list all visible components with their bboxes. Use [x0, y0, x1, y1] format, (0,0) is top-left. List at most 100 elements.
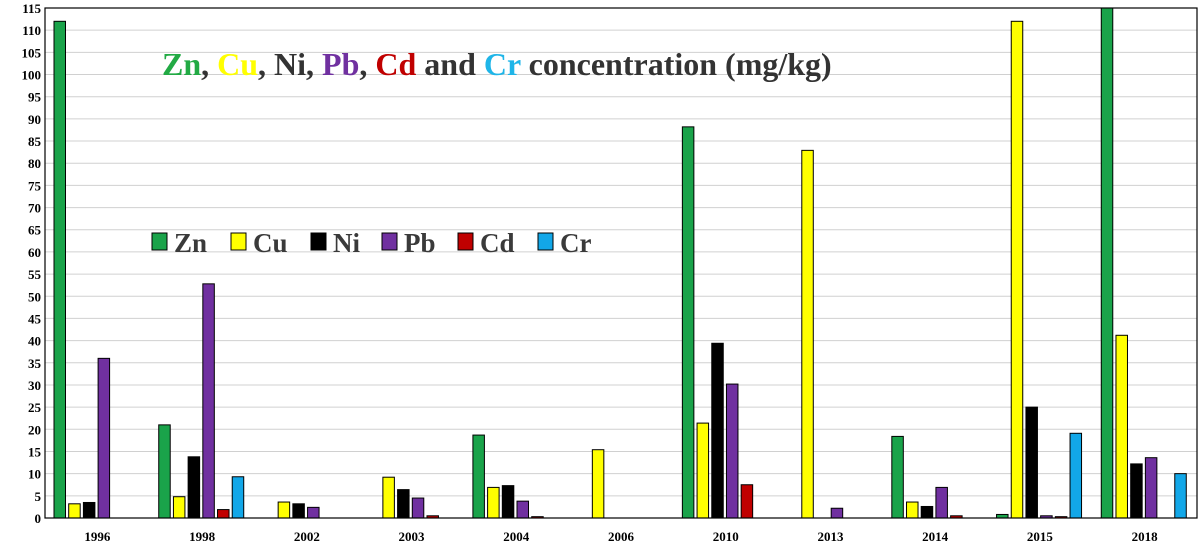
y-tick-labels: 0 5 10 15 20 25 30 35 40 45 50 55 60 65 70 75 80 85 90 95 10…: [22, 1, 42, 526]
bar-zn-1998: [158, 424, 171, 519]
x-tick-label: 2015: [1027, 529, 1054, 544]
legend-label: Cu: [253, 228, 288, 258]
bar-cu-2013: [801, 149, 814, 519]
title-segment: Zn: [162, 46, 201, 82]
legend: Zn Cu Ni Pb Cd Cr: [151, 228, 591, 258]
y-tick-label: 90: [28, 112, 41, 127]
y-tick-label: 65: [28, 223, 42, 238]
title-segment: concentration (mg/kg): [521, 46, 832, 82]
x-tick-labels: 1996 1998 2002 2003 2004 2006 2010 2013 2014 2015…: [84, 529, 1158, 544]
x-tick-label: 2004: [503, 529, 530, 544]
bar-zn-2018: [1100, 7, 1114, 519]
y-tick-label: 55: [28, 267, 42, 282]
bar-cu-2003: [382, 476, 395, 519]
y-tick-label: 5: [35, 489, 42, 504]
bar-cu-2014: [906, 501, 919, 519]
y-tick-label: 115: [22, 1, 41, 16]
title-segment: ,: [359, 46, 375, 82]
y-tick-label: 10: [28, 467, 41, 482]
plot-frame: [44, 7, 1198, 519]
bar-zn-1996: [53, 20, 66, 519]
legend-item-ni: Ni: [310, 228, 360, 258]
bar-pb-1998: [202, 283, 215, 519]
title-segment: Cd: [375, 46, 416, 82]
y-tick-label: 105: [22, 45, 42, 60]
title-segment: Pb: [322, 46, 359, 82]
legend-item-cu: Cu: [230, 228, 288, 258]
x-tick-label: 2018: [1132, 529, 1159, 544]
legend-label: Cr: [560, 228, 591, 258]
bar-ni-2002: [292, 503, 305, 519]
title-segment: Cu: [217, 46, 258, 82]
y-tick-label: 20: [28, 422, 41, 437]
y-tick-label: 110: [22, 23, 41, 38]
x-tick-label: 2010: [713, 529, 739, 544]
legend-item-zn: Zn: [151, 228, 207, 258]
y-tick-label: 100: [22, 68, 42, 83]
legend-item-pb: Pb: [381, 228, 436, 258]
bar-cu-2004: [487, 486, 500, 519]
y-tick-label: 75: [28, 178, 42, 193]
bar-pb-2010: [725, 383, 739, 519]
bar-cu-2006: [591, 449, 605, 519]
bar-pb-1996: [97, 357, 111, 519]
bar-cr-1998: [231, 476, 245, 519]
bar-ni-2003: [397, 489, 410, 519]
bar-ni-2010: [711, 342, 724, 519]
bar-cu-1998: [172, 496, 186, 519]
legend-swatch: [310, 232, 327, 251]
title-segment: ,: [201, 46, 217, 82]
y-tick-label: 70: [28, 201, 41, 216]
y-tick-label: 15: [28, 444, 42, 459]
legend-swatch: [230, 232, 247, 251]
bar-cu-2010: [696, 422, 710, 519]
bar-zn-2010: [681, 126, 695, 519]
title-segment: , Ni,: [258, 46, 322, 82]
y-tick-label: 25: [28, 400, 42, 415]
x-tick-label: 2006: [608, 529, 635, 544]
bar-cd-2010: [740, 484, 754, 519]
bar-ni-2015: [1025, 406, 1038, 519]
bar-cu-1996: [68, 503, 81, 519]
title-segment: and: [416, 46, 484, 82]
bar-ni-2014: [920, 505, 934, 519]
legend-item-cd: Cd: [457, 228, 515, 258]
legend-swatch: [381, 232, 398, 251]
bar-pb-2003: [411, 497, 425, 519]
axes: [44, 7, 1198, 519]
bar-pb-2004: [516, 500, 530, 519]
y-tick-label: 50: [28, 289, 41, 304]
bar-zn-2004: [472, 434, 485, 519]
bar-cr-2018: [1174, 473, 1187, 519]
bar-ni-1998: [187, 456, 201, 519]
bar-cu-2002: [277, 501, 291, 519]
bars: [53, 7, 1187, 519]
x-tick-label: 1996: [84, 529, 111, 544]
bar-ni-1996: [82, 501, 96, 519]
x-tick-label: 2013: [817, 529, 844, 544]
legend-swatch: [151, 232, 168, 251]
legend-label: Zn: [174, 228, 207, 258]
bar-ni-2004: [501, 485, 515, 519]
legend-label: Ni: [333, 228, 360, 258]
legend-swatch: [457, 232, 474, 251]
chart-title: Zn, Cu, Ni, Pb, Cd and Cr concentration …: [162, 46, 832, 82]
bar-cd-1998: [217, 509, 230, 519]
y-tick-label: 45: [28, 311, 42, 326]
legend-swatch: [537, 232, 554, 251]
bar-zn-2014: [891, 435, 904, 519]
x-tick-label: 2002: [294, 529, 320, 544]
x-tick-label: 1998: [189, 529, 216, 544]
y-tick-label: 30: [28, 378, 41, 393]
bar-pb-2018: [1144, 457, 1158, 519]
legend-label: Cd: [480, 228, 515, 258]
bar-pb-2014: [935, 486, 948, 519]
x-tick-label: 2014: [922, 529, 949, 544]
y-tick-label: 60: [28, 245, 41, 260]
title-segment: Cr: [484, 46, 521, 82]
bar-cu-2018: [1115, 334, 1128, 519]
x-tick-label: 2003: [399, 529, 426, 544]
bar-cr-2015: [1069, 432, 1083, 519]
